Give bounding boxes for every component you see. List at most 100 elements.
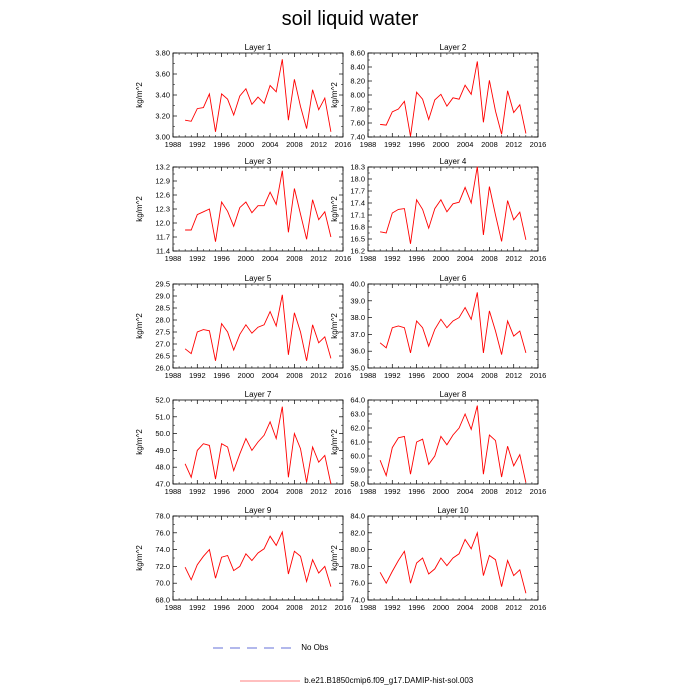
y-tick-label: 62.0 bbox=[350, 424, 365, 433]
panel-4: Layer 4 kg/m^2 1988 1992 1996 2000 2004 2008 201… bbox=[330, 157, 546, 263]
x-tick-label: 2016 bbox=[335, 371, 352, 380]
y-tick-label: 16.2 bbox=[350, 247, 365, 256]
y-tick-label: 11.4 bbox=[156, 247, 170, 256]
y-axis-label: kg/m^2 bbox=[330, 545, 339, 571]
series-line bbox=[379, 292, 527, 355]
legend-obs-label: No Obs bbox=[301, 643, 329, 652]
x-tick-label: 2004 bbox=[457, 487, 474, 496]
y-tick-label: 38.0 bbox=[350, 313, 365, 322]
x-tick-label: 2016 bbox=[335, 140, 352, 149]
y-tick-label: 27.0 bbox=[155, 340, 170, 349]
plot-frame bbox=[367, 166, 539, 252]
x-tick-label: 2016 bbox=[335, 487, 352, 496]
x-tick-label: 2012 bbox=[310, 603, 327, 612]
y-tick-label: 36.0 bbox=[350, 347, 365, 356]
y-axis-label: kg/m^2 bbox=[330, 313, 339, 339]
y-tick-label: 11.7 bbox=[156, 233, 170, 242]
y-tick-label: 48.0 bbox=[155, 463, 170, 472]
series-line bbox=[379, 531, 527, 594]
y-tick-label: 7.80 bbox=[350, 105, 365, 114]
y-tick-label: 16.5 bbox=[350, 235, 365, 244]
plot-frame bbox=[172, 283, 344, 369]
y-tick-label: 8.20 bbox=[350, 77, 365, 86]
x-tick-label: 2004 bbox=[457, 603, 474, 612]
x-tick-label: 2000 bbox=[238, 487, 255, 496]
panel-title: Layer 9 bbox=[245, 506, 272, 515]
y-tick-label: 72.0 bbox=[155, 562, 170, 571]
x-tick-label: 2008 bbox=[286, 603, 303, 612]
y-tick-label: 35.0 bbox=[350, 364, 365, 373]
series-line bbox=[379, 405, 527, 483]
x-tick-label: 1988 bbox=[360, 371, 377, 380]
panel-title: Layer 10 bbox=[437, 506, 469, 515]
x-tick-label: 2004 bbox=[457, 254, 474, 263]
plot-frame bbox=[172, 515, 344, 601]
x-tick-label: 2012 bbox=[310, 487, 327, 496]
x-tick-label: 1988 bbox=[165, 254, 182, 263]
y-tick-label: 60.0 bbox=[350, 452, 365, 461]
y-axis-label: kg/m^2 bbox=[135, 196, 144, 222]
x-tick-label: 2016 bbox=[530, 254, 547, 263]
legend-obs: No Obs bbox=[213, 643, 328, 652]
y-tick-label: 3.80 bbox=[155, 49, 170, 58]
x-tick-label: 2016 bbox=[530, 371, 547, 380]
y-tick-label: 61.0 bbox=[350, 438, 365, 447]
y-tick-label: 28.0 bbox=[155, 316, 170, 325]
y-tick-label: 12.3 bbox=[155, 205, 170, 214]
x-tick-label: 2008 bbox=[286, 371, 303, 380]
x-tick-label: 1996 bbox=[408, 254, 425, 263]
chart-title: soil liquid water bbox=[281, 8, 419, 30]
x-tick-label: 1992 bbox=[384, 140, 401, 149]
x-tick-label: 2008 bbox=[481, 140, 498, 149]
y-tick-label: 84.0 bbox=[350, 512, 365, 521]
y-tick-label: 37.0 bbox=[350, 330, 365, 339]
x-tick-label: 1992 bbox=[189, 487, 206, 496]
x-tick-label: 1988 bbox=[165, 371, 182, 380]
y-axis-label: kg/m^2 bbox=[330, 429, 339, 455]
x-tick-label: 2016 bbox=[530, 603, 547, 612]
x-tick-label: 1996 bbox=[408, 487, 425, 496]
series-line bbox=[184, 406, 332, 485]
panel-title: Layer 7 bbox=[245, 390, 272, 399]
x-tick-label: 1996 bbox=[213, 254, 230, 263]
y-tick-label: 59.0 bbox=[350, 466, 365, 475]
x-tick-label: 2012 bbox=[505, 603, 522, 612]
panel-10: Layer 10 kg/m^2 1988 1992 1996 2000 2004 2008 20… bbox=[330, 506, 546, 612]
y-axis-label: kg/m^2 bbox=[135, 545, 144, 571]
plot-frame bbox=[367, 283, 539, 369]
y-tick-label: 76.0 bbox=[155, 528, 170, 537]
y-tick-label: 17.4 bbox=[350, 199, 365, 208]
panel-2: Layer 2 kg/m^2 1988 1992 1996 2000 2004 2008 201… bbox=[330, 43, 546, 149]
y-tick-label: 82.0 bbox=[350, 528, 365, 537]
panel-title: Layer 6 bbox=[440, 274, 467, 283]
y-tick-label: 8.60 bbox=[350, 49, 365, 58]
x-tick-label: 2008 bbox=[286, 487, 303, 496]
x-tick-label: 2012 bbox=[505, 371, 522, 380]
y-tick-label: 12.0 bbox=[155, 219, 170, 228]
x-tick-label: 2004 bbox=[457, 371, 474, 380]
x-tick-label: 2012 bbox=[310, 254, 327, 263]
x-tick-label: 2008 bbox=[481, 487, 498, 496]
x-tick-label: 2004 bbox=[262, 254, 279, 263]
legend-model: b.e21.B1850cmip6.f09_g17.DAMIP-hist-sol.… bbox=[240, 676, 473, 685]
panel-title: Layer 8 bbox=[440, 390, 467, 399]
panel-9: Layer 9 kg/m^2 1988 1992 1996 2000 2004 2008 201… bbox=[135, 506, 351, 612]
panel-title: Layer 1 bbox=[245, 43, 272, 52]
y-tick-label: 29.0 bbox=[155, 292, 170, 301]
series-line bbox=[184, 294, 332, 361]
x-tick-label: 1988 bbox=[165, 140, 182, 149]
y-axis-label: kg/m^2 bbox=[135, 82, 144, 108]
x-tick-label: 2016 bbox=[530, 487, 547, 496]
x-tick-label: 2008 bbox=[286, 140, 303, 149]
y-tick-label: 39.0 bbox=[350, 296, 365, 305]
y-tick-label: 49.0 bbox=[155, 446, 170, 455]
panel-1: Layer 1 kg/m^2 1988 1992 1996 2000 2004 2008 201… bbox=[135, 43, 351, 149]
y-tick-label: 28.5 bbox=[155, 304, 170, 313]
x-tick-label: 2016 bbox=[530, 140, 547, 149]
y-tick-label: 7.60 bbox=[350, 119, 365, 128]
x-tick-label: 2008 bbox=[481, 254, 498, 263]
y-tick-label: 12.9 bbox=[155, 177, 170, 186]
x-tick-label: 2004 bbox=[262, 603, 279, 612]
y-tick-label: 78.0 bbox=[350, 562, 365, 571]
